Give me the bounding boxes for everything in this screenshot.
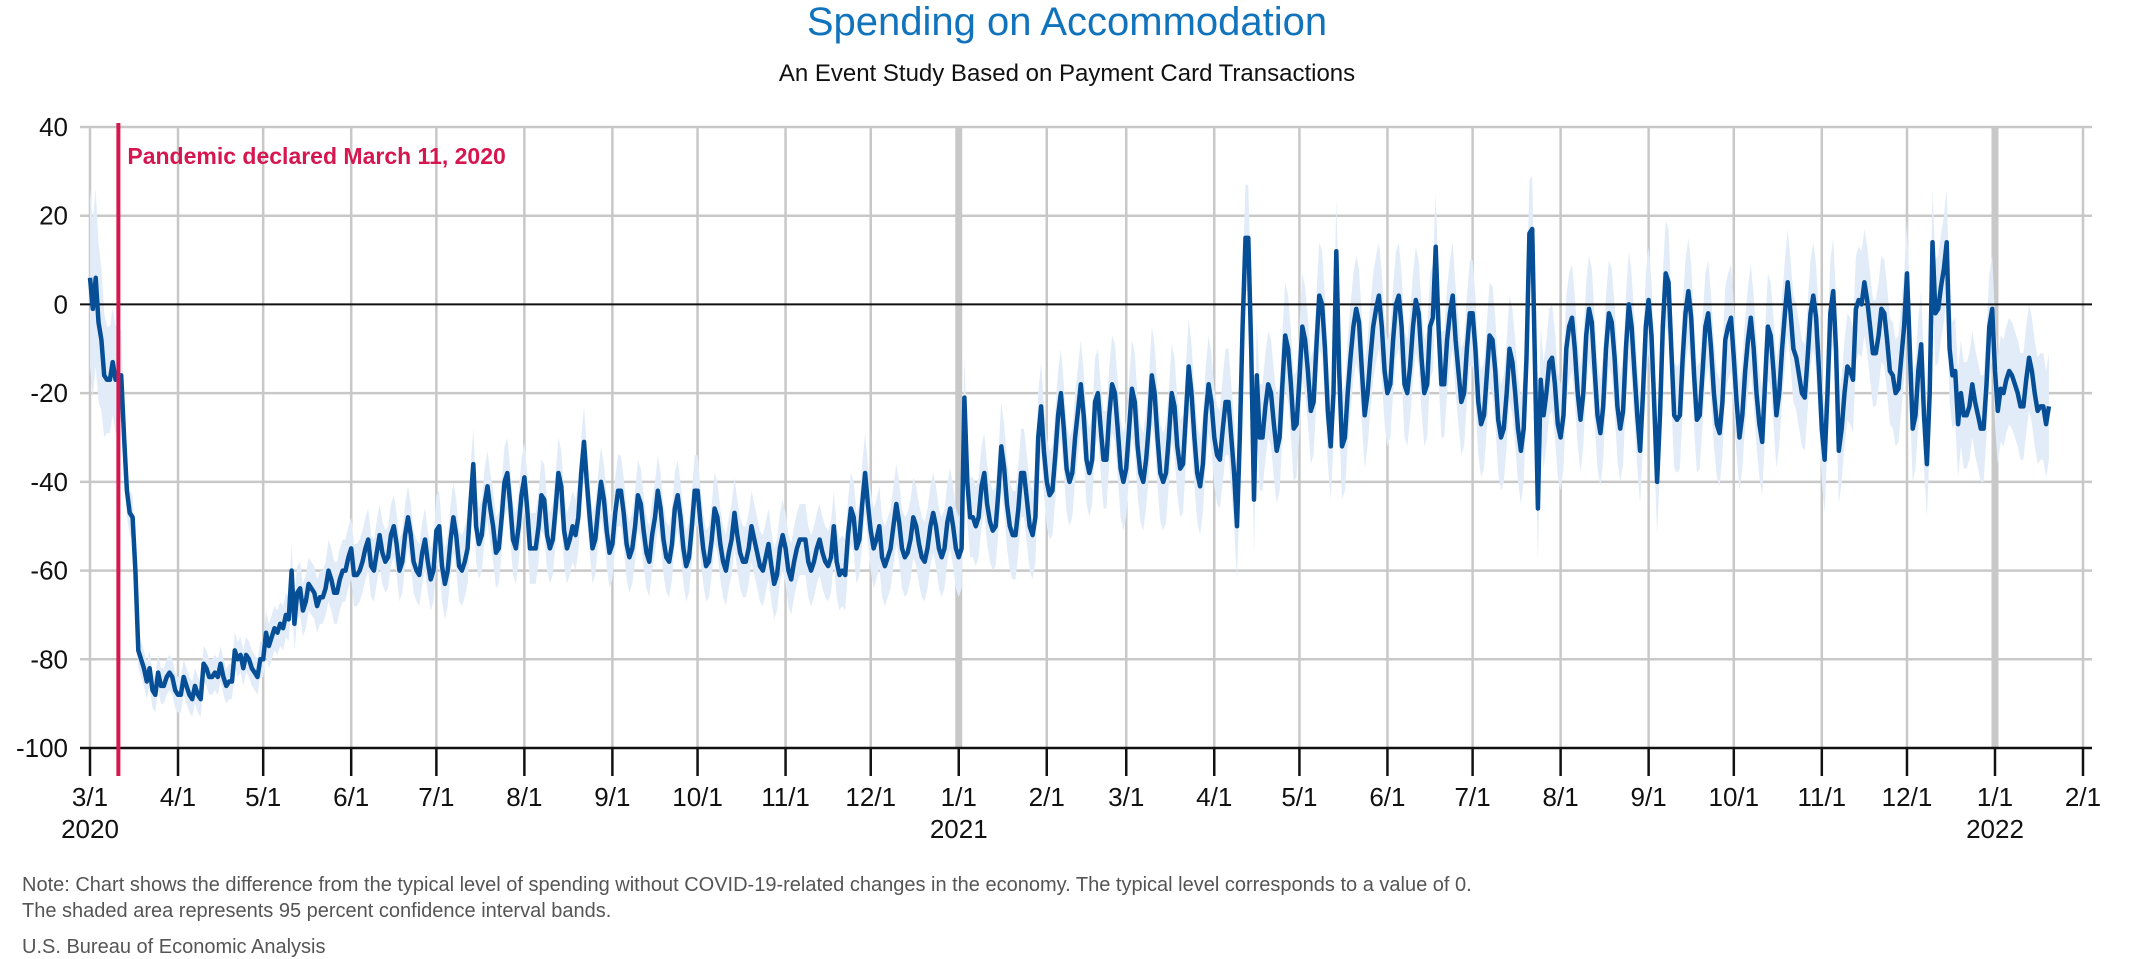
x-tick-label: 12/1 (845, 782, 896, 812)
y-tick-label: -20 (30, 378, 68, 408)
x-tick-label: 2/1 (1029, 782, 1065, 812)
x-tick-label: 1/1 (941, 782, 977, 812)
confidence-band (90, 175, 2049, 718)
y-tick-label: -60 (30, 556, 68, 586)
y-tick-label: 20 (39, 201, 68, 231)
x-tick-label: 3/1 (1108, 782, 1144, 812)
line-layer (87, 226, 2052, 702)
x-tick-label: 1/1 (1977, 782, 2013, 812)
series-line (87, 226, 2052, 702)
x-tick-label: 8/1 (506, 782, 542, 812)
pandemic-annotation-label: Pandemic declared March 11, 2020 (127, 143, 505, 169)
x-tick-label: 4/1 (1196, 782, 1232, 812)
x-tick-label: 9/1 (594, 782, 630, 812)
x-tick-label: 5/1 (245, 782, 281, 812)
chart-subtitle: An Event Study Based on Payment Card Tra… (778, 60, 1356, 87)
x-tick-label: 2/1 (2065, 782, 2101, 812)
x-year-label: 2022 (1966, 814, 2024, 844)
x-year-label: 2020 (61, 814, 119, 844)
x-tick-label: 9/1 (1631, 782, 1667, 812)
y-tick-label: 0 (54, 289, 68, 319)
x-tick-label: 10/1 (672, 782, 723, 812)
x-tick-label: 6/1 (333, 782, 369, 812)
x-tick-label: 3/1 (72, 782, 108, 812)
y-tick-label: -80 (30, 644, 68, 674)
x-tick-label: 7/1 (1455, 782, 1491, 812)
note-line-2: The shaded area represents 95 percent co… (22, 900, 612, 922)
note-line-1: Note: Chart shows the difference from th… (22, 874, 1472, 896)
x-tick-label: 6/1 (1369, 782, 1405, 812)
annotation-layer: Pandemic declared March 11, 2020 (116, 123, 506, 776)
x-tick-label: 5/1 (1281, 782, 1317, 812)
x-year-label: 2021 (930, 814, 988, 844)
x-tick-label: 4/1 (160, 782, 196, 812)
x-tick-label: 7/1 (418, 782, 454, 812)
source-label: U.S. Bureau of Economic Analysis (22, 936, 326, 958)
y-tick-label: -40 (30, 467, 68, 497)
x-tick-label: 10/1 (1708, 782, 1759, 812)
x-tick-label: 8/1 (1543, 782, 1579, 812)
x-tick-label: 11/1 (1797, 782, 1846, 812)
y-tick-label: 40 (39, 112, 68, 142)
x-tick-label: 12/1 (1882, 782, 1933, 812)
chart-title: Spending on Accommodation (806, 0, 1328, 44)
ci-layer (90, 175, 2049, 718)
x-tick-label: 11/1 (761, 782, 810, 812)
y-tick-label: -100 (16, 733, 68, 763)
